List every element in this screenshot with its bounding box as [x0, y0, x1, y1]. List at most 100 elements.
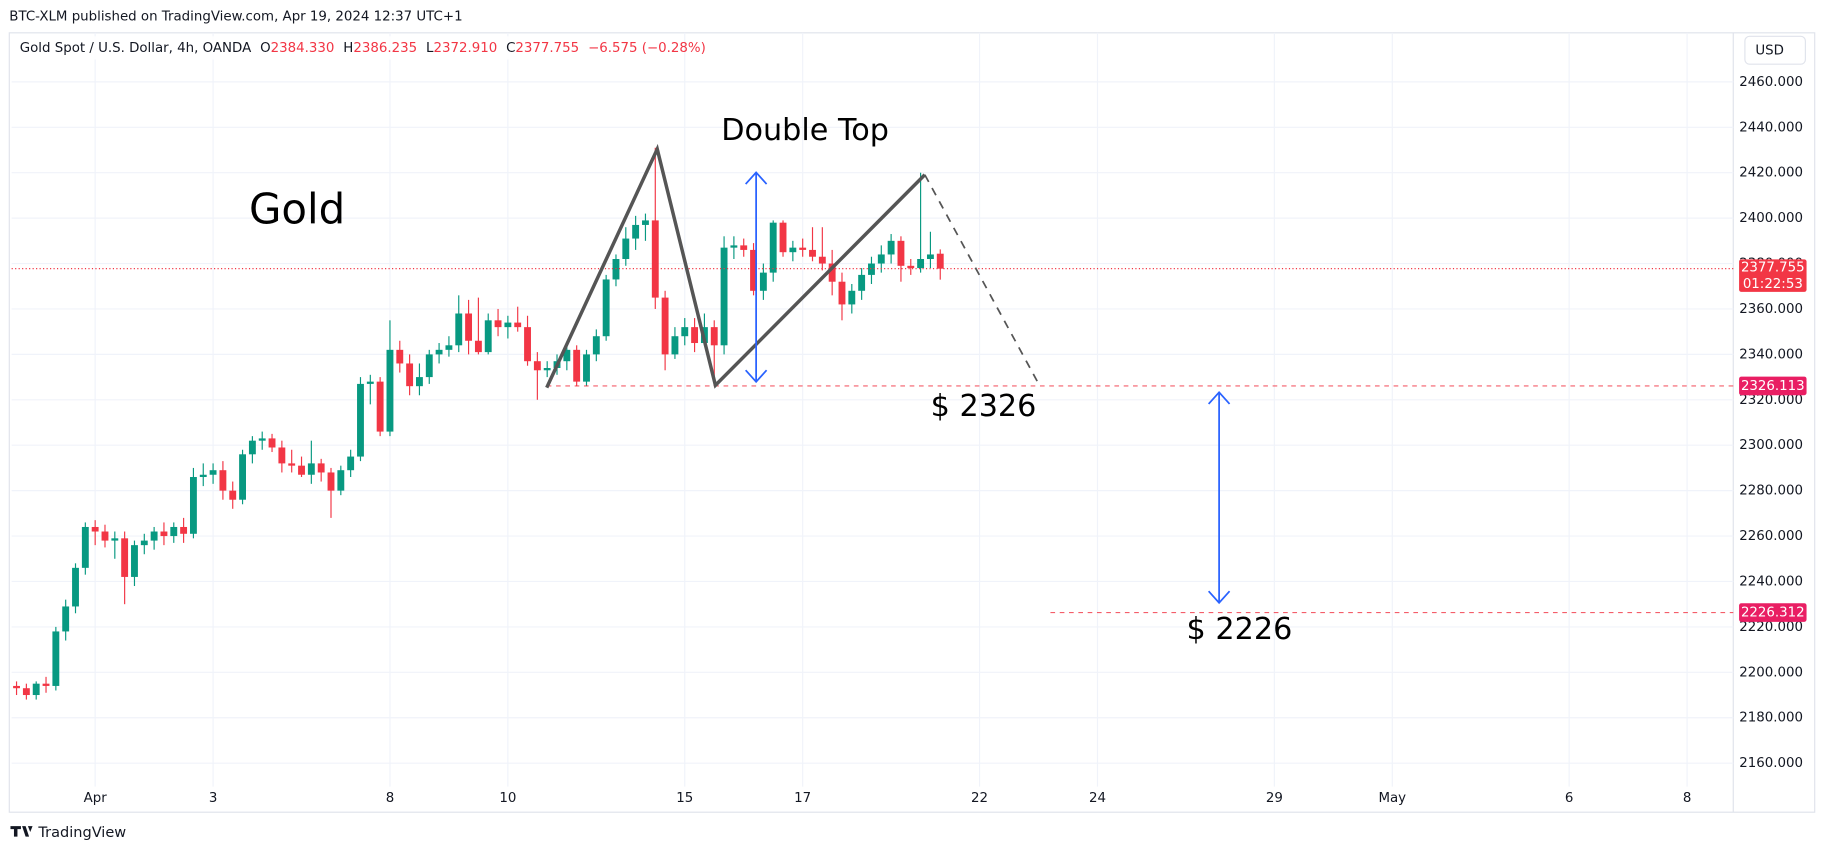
candle-body — [170, 526, 178, 537]
y-tick-label: 2360.000 — [1739, 302, 1803, 317]
y-tick-label: 2300.000 — [1739, 438, 1803, 453]
candle-body — [327, 472, 335, 491]
x-tick-label: 29 — [1266, 791, 1283, 806]
height-arrow — [745, 171, 768, 384]
chart-frame — [8, 32, 1816, 813]
candle-body — [121, 538, 129, 577]
level-box — [1739, 603, 1807, 622]
candle-body — [337, 470, 345, 491]
ohlc-value: 2377.755 — [515, 41, 579, 56]
candle-body — [435, 349, 443, 355]
candle-body — [533, 361, 541, 371]
candle-body — [917, 259, 925, 269]
y-tick-label: 2280.000 — [1739, 484, 1803, 499]
annotation: $ 2226 — [1187, 612, 1293, 647]
candle-body — [248, 440, 256, 455]
candle-body — [848, 290, 856, 305]
y-tick-label: 2200.000 — [1739, 665, 1803, 680]
candle-body — [936, 253, 944, 269]
x-tick-label: 10 — [499, 791, 516, 806]
candle-body — [877, 254, 885, 264]
candle-body — [671, 336, 679, 355]
x-tick-label: 17 — [794, 791, 811, 806]
candle-body — [622, 238, 630, 260]
candle-body — [769, 222, 777, 273]
candle-body — [740, 245, 748, 250]
candle-body — [81, 526, 89, 568]
candle-body — [592, 336, 600, 355]
ohlc-value: 2372.910 — [433, 41, 497, 56]
y-tick-label: 2460.000 — [1739, 75, 1803, 90]
candle-body — [750, 249, 757, 291]
candle-body — [298, 465, 305, 475]
x-tick-label: 22 — [971, 791, 988, 806]
logo-mark — [10, 826, 33, 837]
candle-body — [72, 567, 79, 607]
candle-body — [543, 368, 551, 371]
projection-line — [924, 174, 1040, 385]
currency-label[interactable]: USD — [1755, 43, 1784, 58]
candle-body — [720, 247, 728, 346]
candle-body — [573, 349, 581, 382]
y-tick-label: 2240.000 — [1739, 574, 1803, 589]
candle-body — [131, 545, 138, 577]
candle-body — [583, 354, 590, 382]
y-tick-label: 2260.000 — [1739, 529, 1803, 544]
x-tick-label: 8 — [1683, 791, 1692, 806]
candle-body — [818, 256, 826, 264]
candle-body — [416, 377, 423, 387]
candle-body — [838, 281, 846, 305]
candle-body — [661, 297, 669, 355]
current-price-box — [1739, 259, 1807, 292]
target-arrow — [1207, 390, 1231, 605]
current-price-label: 2377.755 — [1741, 260, 1805, 275]
y-tick-label: 2400.000 — [1739, 211, 1803, 226]
y-tick-label: 2420.000 — [1739, 166, 1803, 181]
candle-body — [799, 247, 807, 250]
candle-body — [386, 349, 394, 432]
ohlc-key: C — [506, 41, 515, 56]
x-tick-label: 3 — [209, 791, 218, 806]
candle-body — [278, 447, 286, 464]
candle-body — [357, 383, 364, 457]
candle-body — [396, 349, 404, 364]
candle-body — [809, 249, 816, 257]
annotation: $ 2326 — [931, 389, 1037, 424]
level-label: 2226.312 — [1741, 606, 1805, 621]
ohlc-key: O — [260, 41, 271, 56]
candle-body — [307, 463, 315, 475]
candle-body — [62, 606, 70, 632]
candle-body — [632, 224, 640, 239]
footer-logo: TradingView — [10, 825, 126, 841]
candle-body — [101, 531, 109, 541]
candle-body — [52, 631, 60, 686]
candle-body — [887, 240, 895, 255]
currency-button-frame[interactable] — [1744, 35, 1806, 65]
candles — [13, 147, 944, 700]
candle-body — [455, 313, 463, 346]
candle-body — [651, 220, 659, 298]
symbol: Gold Spot / U.S. Dollar, 4h, OANDA — [20, 41, 252, 56]
x-tick-label: 15 — [676, 791, 693, 806]
ohlc-value: 2386.235 — [353, 41, 417, 56]
candle-body — [504, 322, 512, 328]
candle-body — [524, 327, 531, 362]
currency-button[interactable]: USD — [1744, 35, 1806, 65]
level-box — [1739, 376, 1807, 396]
candle-body — [828, 263, 836, 282]
candle-body — [288, 463, 296, 466]
symbol-legend: Gold Spot / U.S. Dollar, 4h, OANDA O2384… — [20, 41, 706, 56]
level-label: 2326.113 — [1741, 379, 1805, 394]
y-tick-label: 2440.000 — [1739, 120, 1803, 135]
annotation: Gold — [249, 184, 345, 233]
candle-body — [160, 531, 168, 537]
candle-body — [691, 327, 699, 344]
candle-body — [681, 327, 689, 337]
x-tick-label: 8 — [386, 791, 394, 806]
ohlc-value: 2384.330 — [271, 41, 335, 56]
candle-body — [22, 688, 30, 696]
countdown-label: 01:22:53 — [1743, 277, 1803, 292]
y-tick-label: 2180.000 — [1739, 711, 1803, 726]
change: −6.575 (−0.28%) — [588, 41, 706, 56]
